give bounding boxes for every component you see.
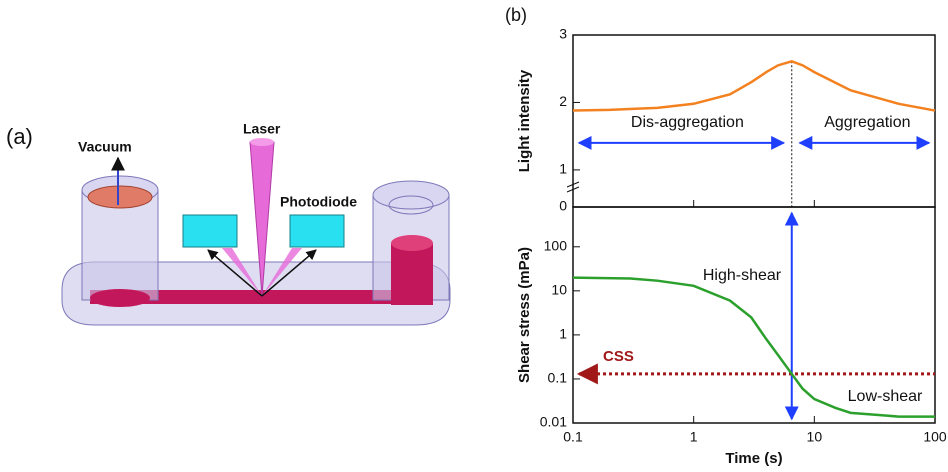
annotation: Low-shear (848, 388, 923, 405)
diagram-label: Photodiode (280, 194, 357, 210)
left-fluid (90, 289, 150, 307)
annotation: Aggregation (824, 114, 910, 131)
panel-label: (b) (505, 5, 527, 25)
y-tick-label: 10 (551, 282, 567, 298)
data-line (573, 61, 935, 110)
x-tick-label: 10 (807, 429, 823, 445)
laser-top (250, 138, 274, 146)
y-break-label: 0 (559, 198, 567, 214)
photodiode-right (290, 215, 344, 247)
diagram-label: Vacuum (78, 139, 132, 155)
panel-label: (a) (6, 124, 33, 149)
y-axis-title: Light intensity (516, 69, 533, 172)
y-tick-label: 1 (559, 326, 567, 342)
y-tick-label: 100 (544, 237, 568, 253)
right-fluid-top (391, 235, 433, 251)
device-diagram (62, 138, 450, 325)
right-fluid (391, 243, 433, 305)
y-tick-label: 2 (559, 93, 567, 109)
photodiode-left (183, 215, 237, 247)
y-tick-label: 0.01 (540, 414, 567, 430)
x-tick-label: 1 (690, 429, 698, 445)
x-axis-title: Time (s) (725, 450, 782, 467)
css-label: CSS (603, 348, 634, 365)
y-tick-label: 0.1 (548, 370, 568, 386)
figure: (a) (b) Vacuum Laser Photodiode 1 2 3 0 Ligh… (0, 0, 948, 472)
y-axis-title: Shear stress (mPa) (516, 247, 533, 383)
diagram-label: Laser (243, 121, 281, 137)
y-tick-label: 1 (559, 161, 567, 177)
annotation: Dis-aggregation (631, 114, 744, 131)
x-tick-label: 0.1 (563, 429, 583, 445)
annotation: High-shear (703, 267, 782, 284)
vacuum-disk (88, 186, 152, 208)
x-tick-label: 100 (923, 429, 947, 445)
y-tick-label: 3 (559, 26, 567, 42)
right-top (373, 181, 449, 209)
